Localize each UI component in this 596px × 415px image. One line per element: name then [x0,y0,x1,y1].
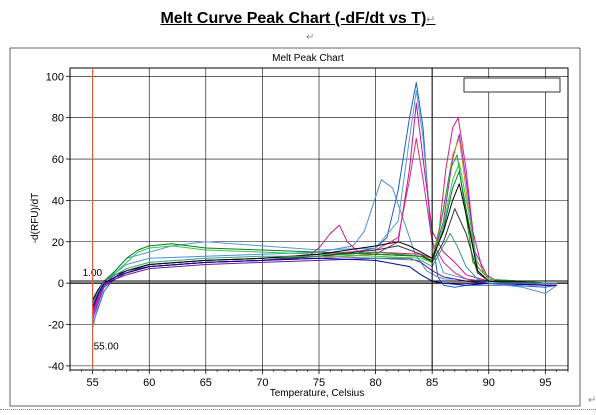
melt-curve [92,183,557,300]
legend-box [463,77,561,93]
y-tick-label: 60 [52,154,64,166]
melt-curve [92,233,557,305]
y-tick-label: -20 [48,319,64,331]
y-tick-label: 20 [52,237,64,249]
x-tick-label: 55 [87,377,99,389]
x-tick-label: 95 [539,377,551,389]
x-tick-label: 70 [256,377,268,389]
paragraph-mark: ↵ [588,395,596,406]
begin-temperature-label: 55.00 [94,341,119,352]
x-axis-ticks: 55 60 65 70 75 80 85 90 95 [69,370,569,389]
y-axis-ticks: -40 -20 0 20 40 60 80 100 [46,71,70,373]
document-title-text: Melt Curve Peak Chart (-dF/dt vs T) [160,10,427,27]
paragraph-mark: ↵ [306,32,315,43]
x-tick-label: 75 [313,377,325,389]
chart-title: Melt Peak Chart [272,53,344,64]
paragraph-mark: ↵ [426,14,436,26]
melt-curve [92,257,557,309]
y-tick-label: 100 [46,71,64,83]
y-tick-label: 80 [52,113,64,125]
page-divider [0,409,596,410]
y-axis-title: -d(RFU)/dT [30,193,41,244]
x-tick-label: 65 [200,377,212,389]
x-axis-title: Temperature, Celsius [270,388,364,399]
x-tick-label: 90 [483,377,495,389]
x-tick-label: 80 [369,377,381,389]
y-tick-label: 40 [52,195,64,207]
document-title: Melt Curve Peak Chart (-dF/dt vs T)↵ [0,10,596,28]
y-tick-label: 0 [58,278,64,290]
x-tick-label: 85 [426,377,438,389]
melt-curve [92,162,557,302]
y-tick-label: -40 [48,361,64,373]
x-tick-label: 60 [143,377,155,389]
